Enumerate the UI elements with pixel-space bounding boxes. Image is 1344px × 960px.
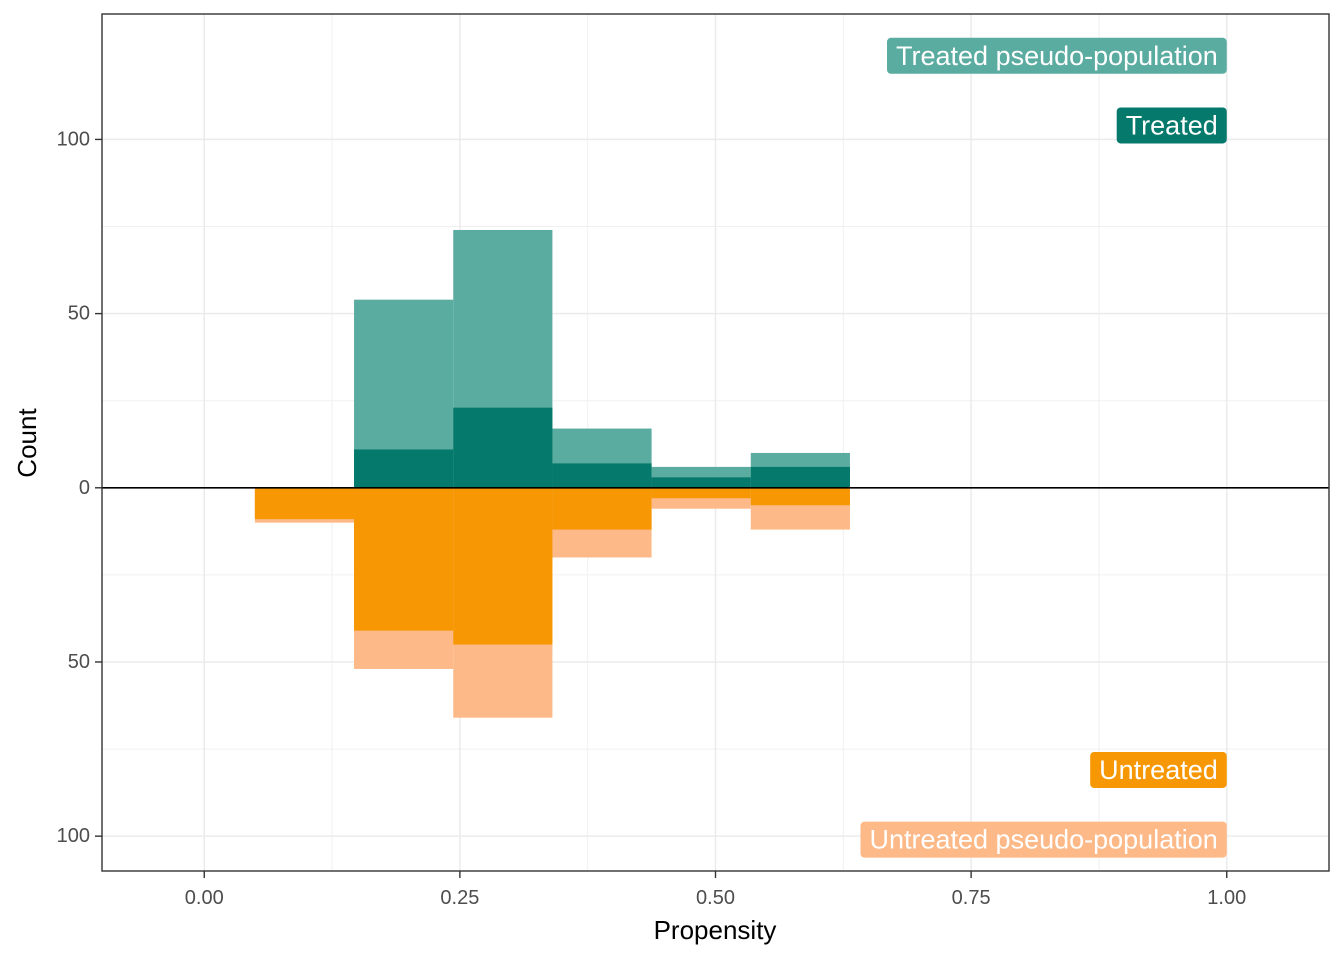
y-tick-label: 100	[57, 825, 90, 847]
x-tick-label: 0.25	[440, 887, 479, 909]
annotation-background	[860, 821, 1227, 858]
untreated-bar	[651, 487, 751, 499]
untreated-bar	[552, 487, 652, 530]
annotation-label: Untreated	[1090, 751, 1227, 788]
x-tick-label: 0.75	[952, 887, 991, 909]
treated-bar	[750, 466, 850, 488]
annotation-background	[887, 37, 1227, 74]
treated-bar	[552, 463, 652, 488]
annotation-background	[1116, 107, 1227, 144]
treated-bar	[354, 449, 454, 488]
y-axis-ticks: 100 50 0 50 100	[57, 128, 102, 847]
legend-annotations: Treated pseudo-population Treated Untreate…	[860, 37, 1227, 858]
histogram-bars	[254, 229, 850, 718]
annotation-label: Untreated pseudo-population	[860, 821, 1227, 858]
x-tick-label: 1.00	[1207, 887, 1246, 909]
x-axis-title: Propensity	[654, 915, 777, 945]
annotation-text: Untreated	[1099, 755, 1218, 785]
y-tick-label: 50	[68, 651, 90, 673]
untreated-bar	[453, 487, 553, 645]
y-tick-label: 50	[68, 303, 90, 325]
annotation-label: Treated pseudo-population	[887, 37, 1227, 74]
annotation-text: Untreated pseudo-population	[869, 825, 1217, 855]
untreated-bar	[750, 487, 850, 506]
y-tick-label: 0	[79, 477, 90, 499]
annotation-text: Treated pseudo-population	[896, 41, 1218, 71]
annotation-text: Treated	[1126, 110, 1218, 140]
x-tick-label: 0.50	[696, 887, 735, 909]
treated-bar	[453, 407, 553, 488]
annotation-label: Treated	[1116, 107, 1227, 144]
x-axis-ticks: 0.00 0.25 0.50 0.75 1.00	[185, 871, 1246, 909]
y-axis-title: Count	[12, 408, 42, 478]
y-tick-label: 100	[57, 128, 90, 150]
untreated-bar	[254, 487, 355, 520]
annotation-background	[1090, 751, 1227, 788]
treated-bar	[651, 477, 751, 488]
untreated-bar	[354, 487, 454, 631]
x-tick-label: 0.00	[185, 887, 224, 909]
